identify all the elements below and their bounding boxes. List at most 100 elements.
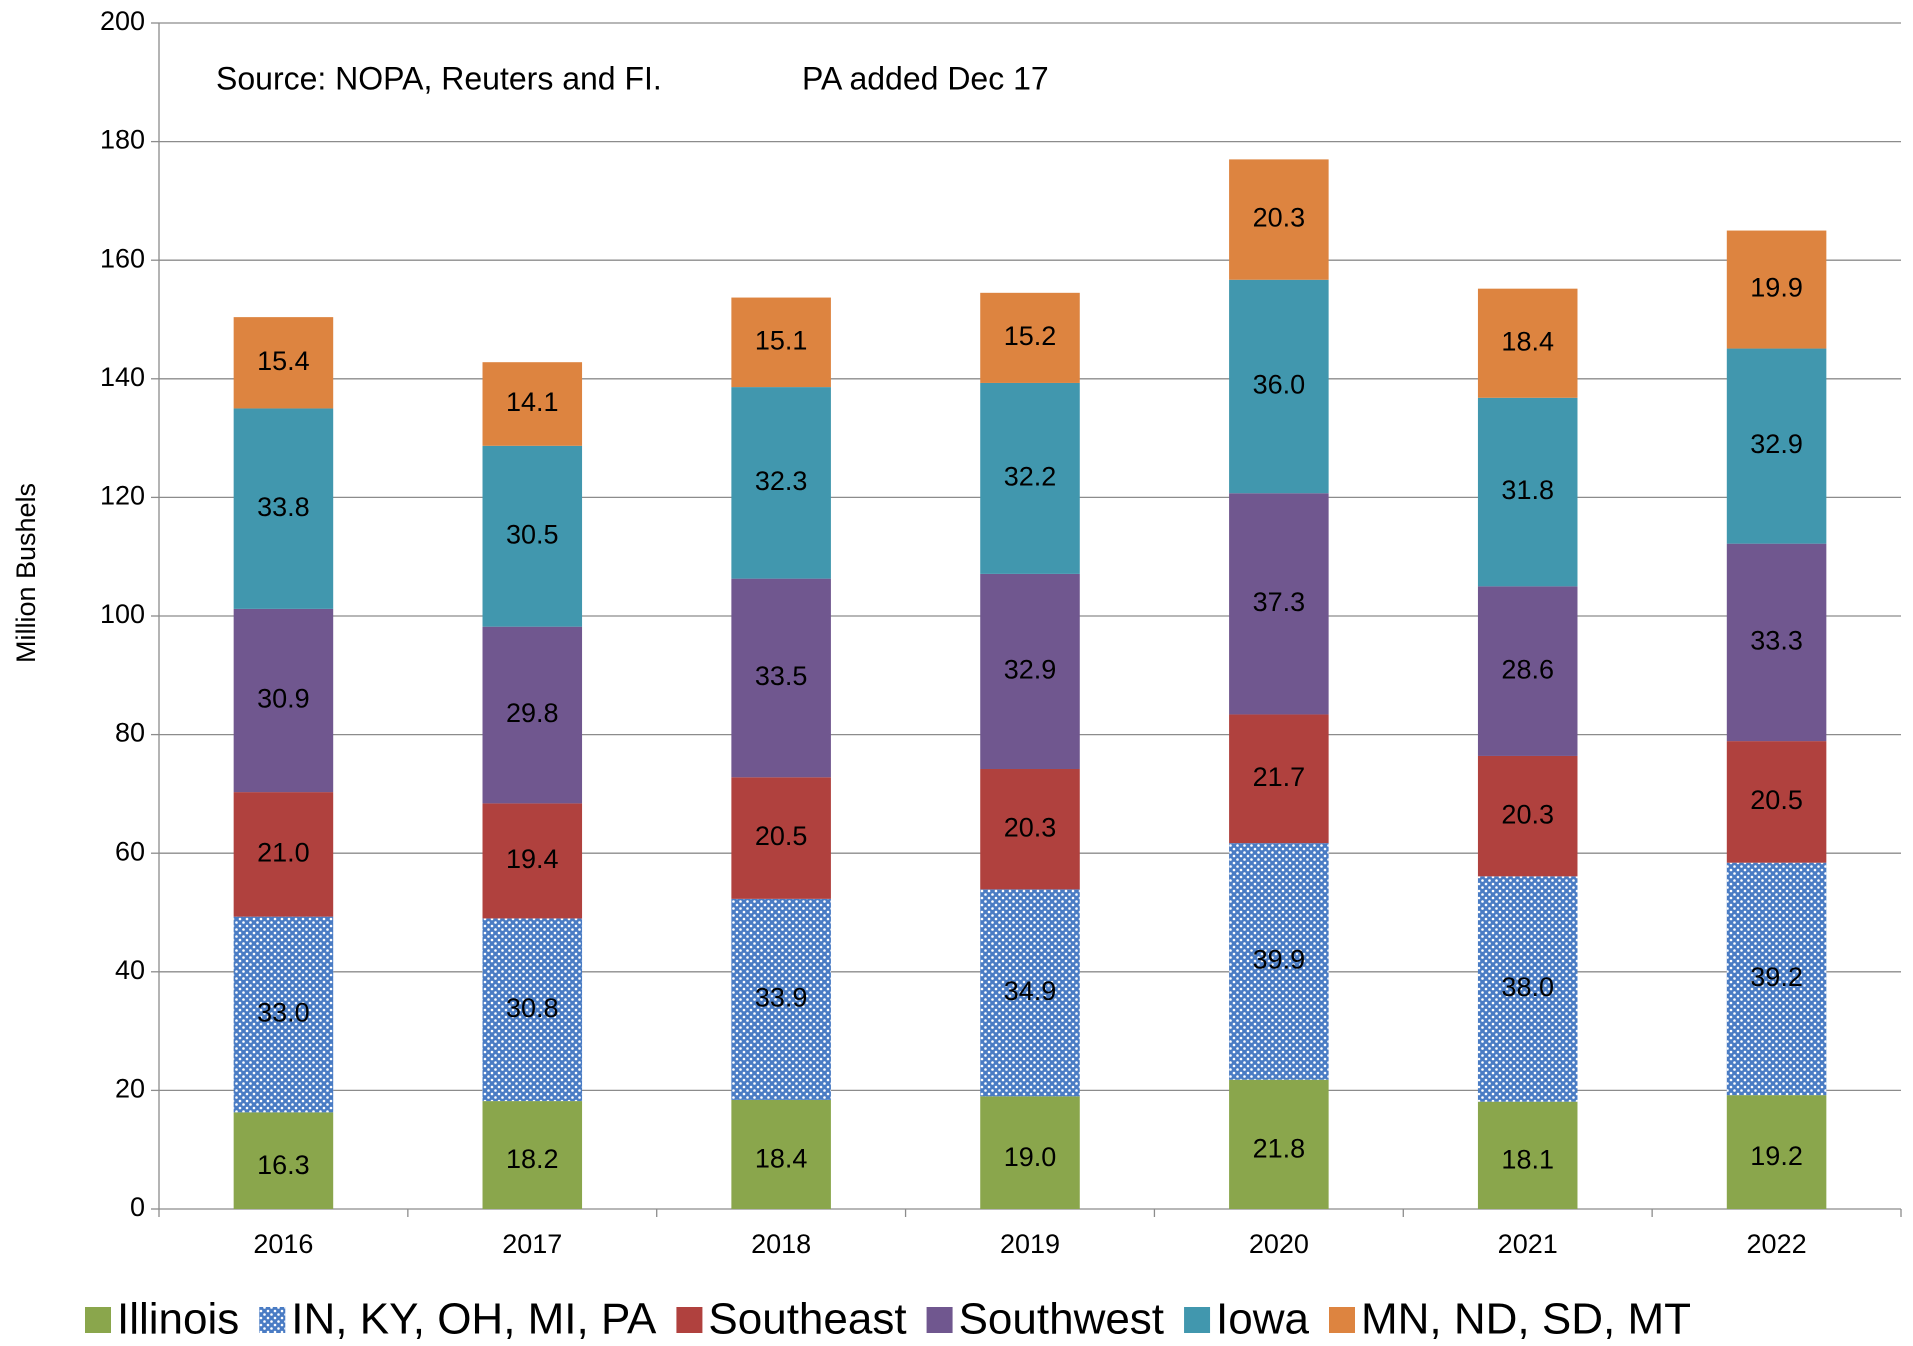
bar-segment (731, 297, 831, 388)
legend-swatch (676, 1307, 703, 1333)
bar-segment (731, 1099, 831, 1209)
data-label: 33.9 (755, 982, 808, 1012)
data-label: 21.7 (1253, 762, 1306, 792)
bar-segment (1229, 279, 1329, 494)
data-label: 34.9 (1004, 976, 1057, 1006)
data-label: 39.9 (1253, 945, 1306, 975)
data-label: 37.3 (1253, 587, 1306, 617)
bar-segment (482, 362, 583, 446)
legend-swatch (1184, 1307, 1211, 1333)
data-label: 36.0 (1253, 370, 1306, 400)
data-label: 20.5 (755, 821, 808, 851)
x-tick-label: 2018 (751, 1229, 811, 1259)
legend-swatch (1329, 1307, 1355, 1333)
bar-segment (1726, 1095, 1827, 1209)
bar-segment (233, 608, 334, 793)
x-tick-label: 2021 (1498, 1229, 1558, 1259)
data-label: 32.9 (1750, 429, 1803, 459)
legend-swatch (926, 1307, 953, 1333)
annotation: PA added Dec 17 (802, 60, 1049, 96)
data-label: 18.1 (1501, 1144, 1554, 1174)
bar-segment (482, 1101, 583, 1209)
y-tick-label: 20 (115, 1074, 145, 1104)
legend-label: Southwest (959, 1295, 1164, 1344)
bar-segment (980, 292, 1080, 383)
data-label: 33.8 (257, 492, 310, 522)
y-tick-label: 80 (115, 718, 145, 748)
bar-segment (1229, 1079, 1329, 1209)
data-label: 20.5 (1750, 785, 1803, 815)
data-label: 20.3 (1253, 203, 1306, 233)
data-label: 31.8 (1501, 475, 1554, 505)
bar-segment (233, 408, 334, 609)
data-label: 19.2 (1750, 1141, 1803, 1171)
data-label: 30.5 (506, 519, 559, 549)
bar-pattern (1726, 862, 1827, 1096)
bar-segment (233, 792, 334, 917)
data-label: 15.4 (257, 346, 310, 376)
data-label: 30.8 (506, 993, 559, 1023)
data-label: 15.2 (1004, 321, 1057, 351)
bar-segment (1477, 397, 1578, 587)
data-label: 20.3 (1501, 799, 1554, 829)
bar-segment (482, 445, 583, 627)
x-tick-label: 2020 (1249, 1229, 1309, 1259)
y-tick-label: 200 (100, 6, 145, 36)
data-label: 21.0 (257, 838, 310, 868)
y-tick-label: 140 (100, 362, 145, 392)
bar-segment (1229, 493, 1329, 715)
data-label: 20.3 (1004, 812, 1057, 842)
data-label: 18.4 (1501, 326, 1554, 356)
bar-segment (731, 578, 831, 778)
data-label: 18.4 (755, 1144, 808, 1174)
data-label: 32.9 (1004, 655, 1057, 685)
y-tick-label: 160 (100, 243, 145, 273)
bar-segment (980, 768, 1080, 890)
annotation: Source: NOPA, Reuters and FI. (216, 60, 662, 96)
data-label: 32.3 (755, 466, 808, 496)
data-label: 14.1 (506, 387, 559, 417)
data-label: 19.9 (1750, 273, 1803, 303)
legend-label: MN, ND, SD, MT (1361, 1295, 1691, 1344)
bar-segment (1229, 714, 1329, 844)
bar-pattern (980, 889, 1080, 1097)
legend-label: Iowa (1216, 1295, 1309, 1344)
bar-segment (1726, 741, 1827, 863)
data-label: 33.0 (257, 998, 310, 1028)
legend-pattern (259, 1307, 286, 1333)
bar-segment (482, 626, 583, 804)
x-tick-label: 2016 (253, 1229, 313, 1259)
data-label: 18.2 (506, 1144, 559, 1174)
data-label: 19.4 (506, 844, 559, 874)
x-tick-label: 2019 (1000, 1229, 1060, 1259)
data-label: 30.9 (257, 684, 310, 714)
bar-segment (980, 573, 1080, 769)
bar-segment (1477, 586, 1578, 756)
bar-segment (731, 777, 831, 899)
bar-segment (482, 803, 583, 919)
data-label: 29.8 (506, 698, 559, 728)
data-label: 38.0 (1501, 972, 1554, 1002)
y-tick-label: 60 (115, 836, 145, 866)
bar-pattern (482, 918, 583, 1102)
bar-segment (233, 317, 334, 409)
y-tick-label: 0 (130, 1192, 145, 1222)
bar-segment (1726, 348, 1827, 544)
data-label: 21.8 (1253, 1133, 1306, 1163)
bar-pattern (731, 898, 831, 1100)
legend-label: IN, KY, OH, MI, PA (291, 1295, 657, 1344)
bar-segment (1726, 543, 1827, 742)
y-tick-label: 100 (100, 599, 145, 629)
data-label: 15.1 (755, 325, 808, 355)
bar-segment (1229, 159, 1329, 280)
bar-pattern (233, 916, 334, 1113)
data-label: 33.5 (755, 661, 808, 691)
legend-label: Illinois (117, 1295, 239, 1344)
data-label: 28.6 (1501, 654, 1554, 684)
y-tick-label: 120 (100, 481, 145, 511)
bar-segment (1477, 1101, 1578, 1209)
bar-segment (1477, 288, 1578, 398)
y-tick-label: 40 (115, 955, 145, 985)
x-tick-label: 2017 (502, 1229, 562, 1259)
